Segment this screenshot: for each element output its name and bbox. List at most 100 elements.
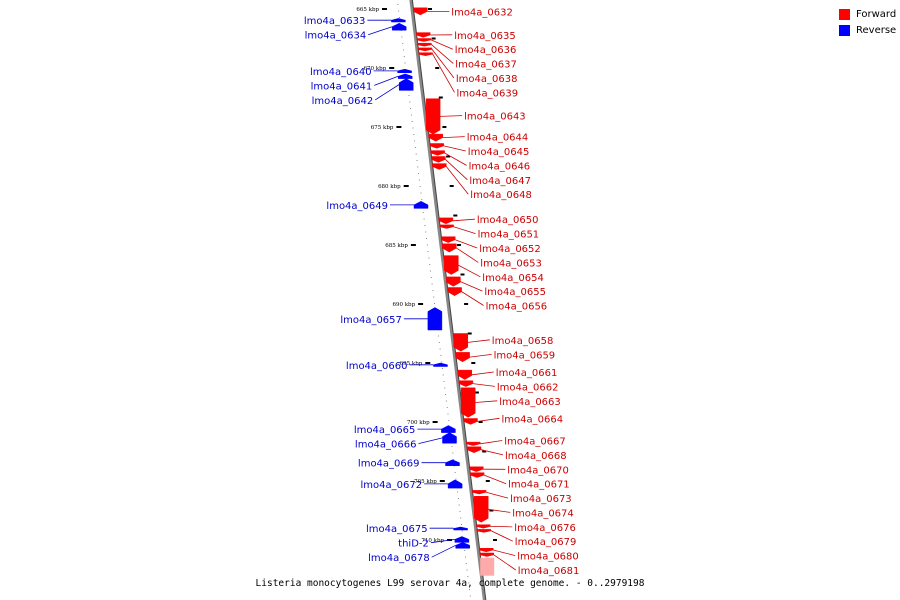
gene-label[interactable]: lmo4a_0671 xyxy=(508,480,570,491)
gene-lmo4a_0656[interactable] xyxy=(447,287,462,296)
gene-lmo4a_0670[interactable] xyxy=(469,466,484,472)
gene-lmo4a_0652[interactable] xyxy=(440,236,456,243)
gene-label[interactable]: lmo4a_0667 xyxy=(504,437,566,448)
gene-label[interactable]: lmo4a_0651 xyxy=(478,230,540,241)
gene-lmo4a_0640[interactable] xyxy=(397,68,412,73)
gene-thiD-2[interactable] xyxy=(454,536,470,543)
gene-lmo4a_0667[interactable] xyxy=(465,441,481,446)
gene-lmo4a_0672[interactable] xyxy=(447,479,463,489)
gene-lmo4a_0666[interactable] xyxy=(442,432,457,444)
gene-lmo4a_0680[interactable] xyxy=(478,548,494,553)
gene-label[interactable]: lmo4a_0665 xyxy=(354,425,416,436)
gene-label[interactable]: lmo4a_0670 xyxy=(507,465,569,476)
gene-label[interactable]: lmo4a_0634 xyxy=(305,31,367,42)
gene-lmo4a_0632[interactable] xyxy=(413,7,428,16)
gene-lmo4a_0646[interactable] xyxy=(430,150,445,156)
gene-lmo4a_0668[interactable] xyxy=(466,446,482,453)
gene-lmo4a_0665[interactable] xyxy=(441,425,456,433)
gene-lmo4a_0639[interactable] xyxy=(418,52,433,56)
gene-lmo4a_0676[interactable] xyxy=(476,524,491,529)
gene-label[interactable]: lmo4a_0649 xyxy=(326,201,388,212)
gene-lmo4a_0675[interactable] xyxy=(453,526,468,531)
gene-lmo4a_0669[interactable] xyxy=(445,459,460,466)
gene-label[interactable]: lmo4a_0657 xyxy=(340,315,402,326)
gene-label[interactable]: lmo4a_0647 xyxy=(469,176,531,187)
gene-label[interactable]: lmo4a_0678 xyxy=(368,553,430,564)
gene-lmo4a_0664[interactable] xyxy=(463,418,478,425)
gene-lmo4a_0634[interactable] xyxy=(391,22,407,31)
gene-label[interactable]: lmo4a_0663 xyxy=(499,397,561,408)
gene-lmo4a_0643[interactable] xyxy=(425,98,441,135)
gene-label[interactable]: lmo4a_0681 xyxy=(518,566,580,577)
gene-label[interactable]: lmo4a_0674 xyxy=(512,508,574,519)
gene-label[interactable]: lmo4a_0672 xyxy=(361,480,423,491)
gene-label[interactable]: lmo4a_0675 xyxy=(366,524,428,535)
gene-lmo4a_0644[interactable] xyxy=(428,133,443,142)
gene-label[interactable]: lmo4a_0637 xyxy=(455,60,517,71)
gene-label[interactable]: lmo4a_0636 xyxy=(455,45,517,56)
gene-label[interactable]: lmo4a_0658 xyxy=(492,336,554,347)
gene-lmo4a_0678[interactable] xyxy=(455,542,470,549)
gene-lmo4a_0635[interactable] xyxy=(415,32,431,38)
gene-label[interactable]: lmo4a_0676 xyxy=(514,523,576,534)
gene-label[interactable]: lmo4a_0650 xyxy=(477,215,539,226)
gene-lmo4a_0674[interactable] xyxy=(473,496,489,523)
gene-label[interactable]: lmo4a_0653 xyxy=(480,258,542,269)
gene-lmo4a_0662[interactable] xyxy=(458,380,474,387)
gene-label[interactable]: lmo4a_0638 xyxy=(456,74,518,85)
gene-label[interactable]: lmo4a_0659 xyxy=(494,350,556,361)
gene-label[interactable]: lmo4a_0633 xyxy=(304,16,366,27)
gene-lmo4a_0641[interactable] xyxy=(397,73,413,79)
gene-label[interactable]: lmo4a_0635 xyxy=(454,31,516,42)
gene-label[interactable]: lmo4a_0632 xyxy=(451,7,513,18)
gene-label[interactable]: lmo4a_0641 xyxy=(311,81,373,92)
gene-label[interactable]: lmo4a_0661 xyxy=(496,368,558,379)
gene-lmo4a_0637[interactable] xyxy=(417,42,432,47)
gene-label[interactable]: lmo4a_0654 xyxy=(482,273,544,284)
gene-label[interactable]: lmo4a_0656 xyxy=(486,302,548,313)
gene-label[interactable]: lmo4a_0644 xyxy=(467,133,529,144)
gene-lmo4a_0663[interactable] xyxy=(460,387,476,418)
gene-label[interactable]: lmo4a_0646 xyxy=(469,161,531,172)
gene-lmo4a_0649[interactable] xyxy=(413,201,429,209)
gene-lmo4a_0642[interactable] xyxy=(398,78,414,91)
gene-label[interactable]: lmo4a_0666 xyxy=(355,440,417,451)
gene-lmo4a_0659[interactable] xyxy=(455,352,470,363)
gene-lmo4a_0653[interactable] xyxy=(442,243,457,253)
gene-lmo4a_0647[interactable] xyxy=(431,156,446,163)
gene-lmo4a_0671[interactable] xyxy=(469,472,485,478)
gene-lmo4a_0654[interactable] xyxy=(444,255,459,275)
gene-label[interactable]: lmo4a_0642 xyxy=(312,96,374,107)
gene-lmo4a_0648[interactable] xyxy=(432,163,447,170)
gene-label[interactable]: lmo4a_0640 xyxy=(310,67,372,78)
gene-label[interactable]: lmo4a_0680 xyxy=(517,552,579,563)
gene-lmo4a_0638[interactable] xyxy=(417,47,433,52)
gene-label[interactable]: lmo4a_0679 xyxy=(515,537,577,548)
gene-lmo4a_0657[interactable] xyxy=(427,307,443,331)
gene-label[interactable]: lmo4a_0668 xyxy=(505,451,567,462)
gene-lmo4a_0655[interactable] xyxy=(446,276,461,287)
gene-label[interactable]: lmo4a_0639 xyxy=(457,88,519,99)
gene-lmo4a_0650[interactable] xyxy=(438,217,454,225)
gene-lmo4a_0673[interactable] xyxy=(471,490,487,495)
gene-label[interactable]: lmo4a_0655 xyxy=(484,287,546,298)
gene-lmo4a_0651[interactable] xyxy=(439,224,454,229)
gene-label[interactable]: lmo4a_0664 xyxy=(502,414,564,425)
gene-label[interactable]: lmo4a_0645 xyxy=(468,147,530,158)
gene-lmo4a_0658[interactable] xyxy=(453,333,469,352)
gene-label[interactable]: lmo4a_0652 xyxy=(479,244,541,255)
gene-label[interactable]: lmo4a_0662 xyxy=(497,382,559,393)
gene-lmo4a_0645[interactable] xyxy=(429,143,445,149)
gene-label[interactable]: lmo4a_0643 xyxy=(464,112,526,123)
gene-label[interactable]: thiD-2 xyxy=(398,539,429,550)
gene-label[interactable]: lmo4a_0673 xyxy=(510,494,572,505)
gene-lmo4a_0661[interactable] xyxy=(457,369,473,380)
gene-lmo4a_0636[interactable] xyxy=(416,38,432,42)
gene-lmo4a_0679[interactable] xyxy=(476,529,492,533)
gene-lmo4a_0681[interactable] xyxy=(479,552,495,557)
gene-lmo4a_0633[interactable] xyxy=(391,18,406,23)
gene-label[interactable]: lmo4a_0648 xyxy=(470,190,532,201)
gene-label[interactable]: lmo4a_0660 xyxy=(346,361,408,372)
gene-label[interactable]: lmo4a_0669 xyxy=(358,459,420,470)
gene-lmo4a_0660[interactable] xyxy=(433,362,448,367)
